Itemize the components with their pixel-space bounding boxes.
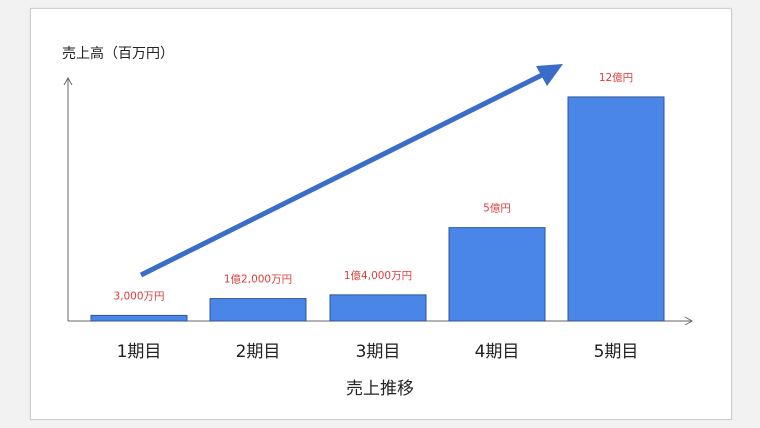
trend-arrow-shaft (139, 69, 550, 278)
x-tick-label: 1期目 (117, 342, 162, 362)
bar (567, 96, 665, 322)
x-axis-arrowhead (684, 316, 694, 326)
x-tick-label: 4期目 (475, 342, 520, 362)
trend-arrow (139, 64, 563, 278)
x-tick-label: 3期目 (356, 342, 401, 362)
data-label: 3,000万円 (113, 290, 164, 302)
y-axis-label: 売上高（百万円） (62, 45, 174, 62)
x-tick-label: 2期目 (236, 342, 281, 362)
trend-arrow-head (536, 64, 563, 86)
x-tick-labels: 1期目 2期目 3期目 4期目 5期目 (117, 342, 639, 362)
bar (448, 227, 546, 322)
bar (209, 298, 307, 322)
bar (90, 314, 188, 322)
data-label: 12億円 (599, 71, 633, 84)
data-label: 1億2,000万円 (224, 273, 292, 286)
bar (329, 294, 427, 322)
y-axis-arrowhead (63, 76, 73, 86)
data-label: 5億円 (483, 202, 511, 215)
bars (90, 96, 665, 322)
x-tick-label: 5期目 (594, 342, 639, 362)
data-labels: 3,000万円 1億2,000万円 1億4,000万円 5億円 12億円 (113, 71, 633, 302)
x-axis-label: 売上推移 (346, 379, 414, 399)
data-label: 1億4,000万円 (344, 269, 412, 282)
